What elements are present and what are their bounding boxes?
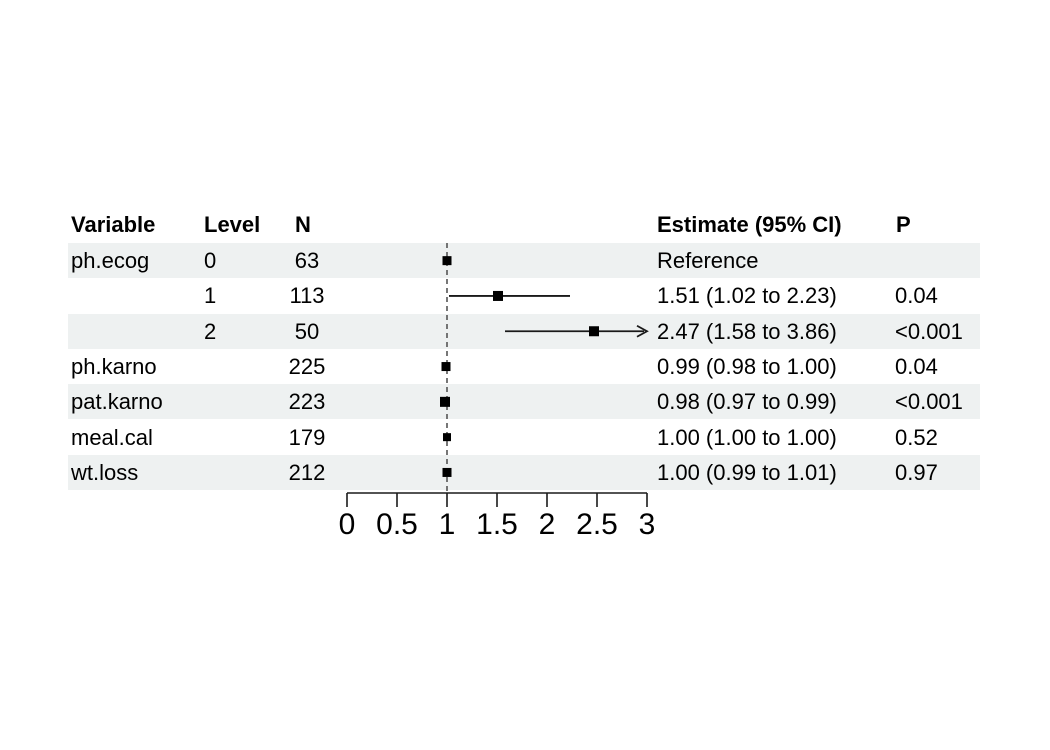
table-row: ph.karno 225 0.99 (0.98 to 1.00) 0.04 xyxy=(68,349,980,384)
column-header-n: N xyxy=(295,212,311,237)
estimate-cell: 0.98 (0.97 to 0.99) xyxy=(657,389,837,415)
x-axis-tick-label: 2.5 xyxy=(576,508,618,541)
table-row: wt.loss 212 1.00 (0.99 to 1.01) 0.97 xyxy=(68,454,980,491)
estimate-box xyxy=(442,467,452,477)
p-value-cell: <0.001 xyxy=(895,389,963,415)
estimate-box xyxy=(440,396,450,407)
estimate-cell: 1.51 (1.02 to 2.23) xyxy=(657,283,837,309)
variable-cell: ph.ecog xyxy=(71,248,150,273)
p-value-cell: 0.04 xyxy=(895,283,938,309)
table-row: pat.karno 223 0.98 (0.97 to 0.99) <0.001 xyxy=(68,384,980,420)
column-header-estimate: Estimate (95% CI) xyxy=(657,212,842,237)
column-header-level: Level xyxy=(204,212,261,237)
n-cell: 63 xyxy=(294,248,320,273)
estimate-cell: 2.47 (1.58 to 3.86) xyxy=(657,318,837,344)
n-cell: 212 xyxy=(288,459,326,485)
n-cell: 179 xyxy=(288,424,326,450)
estimate-box xyxy=(443,433,451,442)
p-value-cell: 0.04 xyxy=(895,353,938,379)
x-axis-tick-label: 3 xyxy=(639,508,656,541)
variable-cell: wt.loss xyxy=(71,459,139,485)
level-cell: 0 xyxy=(204,248,217,273)
column-header-p: P xyxy=(896,212,911,237)
n-cell: 50 xyxy=(294,318,320,344)
column-header-variable: Variable xyxy=(71,212,156,237)
estimate-box xyxy=(441,362,451,372)
x-axis-tick-label: 1.5 xyxy=(476,508,518,541)
variable-cell: ph.karno xyxy=(71,353,157,379)
p-value-cell: <0.001 xyxy=(895,318,963,344)
n-cell: 223 xyxy=(288,389,326,415)
x-axis-tick-label: 0.5 xyxy=(376,508,418,541)
estimate-cell: 1.00 (1.00 to 1.00) xyxy=(657,424,837,450)
table-row: meal.cal 179 1.00 (1.00 to 1.00) 0.52 xyxy=(68,420,980,455)
x-axis-tick-label: 1 xyxy=(439,508,456,541)
ci-arrow-head xyxy=(636,324,649,338)
variable-cell: meal.cal xyxy=(71,424,153,450)
estimate-box xyxy=(493,290,503,301)
variable-cell: pat.karno xyxy=(71,389,163,415)
x-axis-tick-label: 0 xyxy=(339,508,356,541)
p-value-cell: 0.52 xyxy=(895,424,938,450)
n-cell: 113 xyxy=(289,283,325,309)
x-axis-tick-label: 2 xyxy=(539,508,556,541)
estimate-cell: Reference xyxy=(657,248,759,273)
level-cell: 2 xyxy=(204,318,217,344)
estimate-cell: 1.00 (0.99 to 1.01) xyxy=(657,459,837,485)
table-row: 2 50 2.47 (1.58 to 3.86) <0.001 xyxy=(68,313,980,349)
table-row: 1 113 1.51 (1.02 to 2.23) 0.04 xyxy=(68,278,980,313)
estimate-box xyxy=(589,326,599,337)
reference-estimate-box xyxy=(442,256,452,266)
estimate-cell: 0.99 (0.98 to 1.00) xyxy=(657,353,837,379)
n-cell: 225 xyxy=(288,353,326,379)
table-row: ph.ecog 0 63 Reference xyxy=(68,243,980,279)
p-value-cell: 0.97 xyxy=(895,459,938,485)
level-cell: 1 xyxy=(204,283,217,309)
